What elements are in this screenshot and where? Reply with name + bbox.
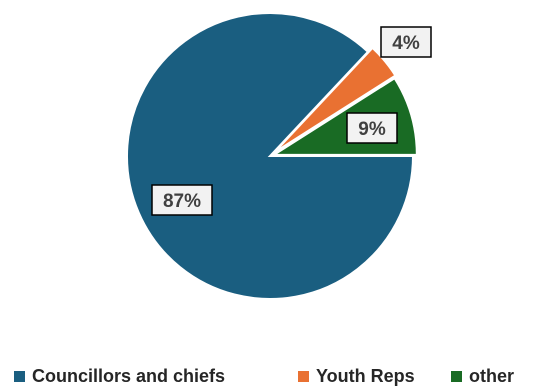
data-label-other-box [346,112,398,144]
data-label-youth-reps: 4% [380,26,432,58]
legend-item-youth-reps[interactable]: Youth Reps [298,364,415,388]
data-label-councillors: 87% [151,184,213,216]
slice-youth-reps[interactable] [273,46,397,154]
data-label-councillors-box [151,184,213,216]
legend-label-other: other [469,365,514,386]
data-label-councillors-text: 87% [163,191,201,212]
data-label-youth-reps-text: 4% [392,33,420,54]
data-label-other-text: 9% [358,119,386,140]
legend: Councillors and chiefs Youth Reps other [0,364,544,388]
legend-label-youth-reps: Youth Reps [316,365,415,386]
legend-swatch-youth-reps [298,370,309,382]
legend-swatch-other [451,370,462,382]
data-label-other: 9% [346,112,398,144]
legend-item-councillors[interactable]: Councillors and chiefs [14,364,225,388]
slice-councillors-and-chiefs[interactable] [126,12,415,300]
legend-item-other[interactable]: other [451,364,514,388]
legend-swatch-councillors [14,370,25,382]
data-label-youth-reps-box [380,26,432,58]
legend-label-councillors: Councillors and chiefs [32,365,226,386]
